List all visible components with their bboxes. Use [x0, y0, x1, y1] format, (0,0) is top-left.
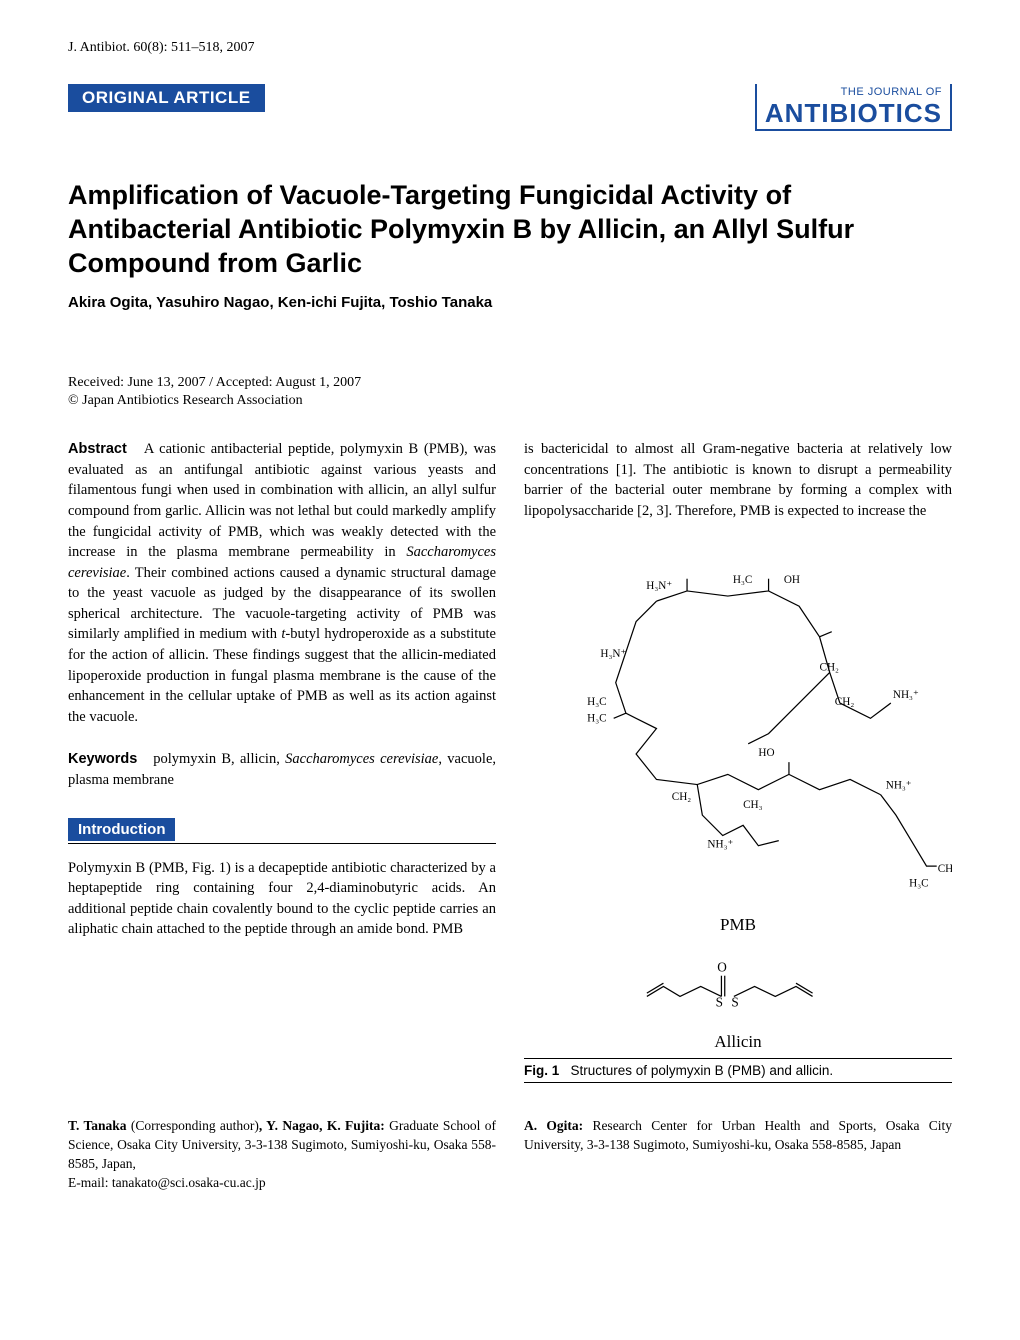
- figure-1-caption-label: Fig. 1: [524, 1063, 559, 1078]
- allicin-label: Allicin: [524, 1032, 952, 1052]
- citation: J. Antibiot. 60(8): 511–518, 2007: [68, 40, 952, 56]
- svg-text:H₃C: H₃C: [587, 696, 606, 708]
- header-row: ORIGINAL ARTICLE THE JOURNAL OF ANTIBIOT…: [68, 84, 952, 131]
- svg-text:CH₃: CH₃: [938, 863, 952, 875]
- svg-text:H₃N⁺: H₃N⁺: [600, 648, 626, 660]
- svg-text:H₃C: H₃C: [587, 712, 606, 724]
- article-title: Amplification of Vacuole-Targeting Fungi…: [68, 179, 952, 280]
- pmb-label: PMB: [524, 915, 952, 935]
- svg-text:S: S: [731, 995, 738, 1010]
- intro-paragraph-left: Polymyxin B (PMB, Fig. 1) is a decapepti…: [68, 858, 496, 940]
- abstract-text: A cationic antibacterial peptide, polymy…: [68, 441, 496, 725]
- pmb-structure-svg: H₃N⁺ H₃C OH H₃N⁺ H₃C H₃C CH₂ CH₂ NH₃⁺ NH…: [524, 540, 952, 907]
- svg-text:NH₃⁺: NH₃⁺: [707, 838, 733, 850]
- footer-right: A. Ogita: Research Center for Urban Heal…: [524, 1117, 952, 1193]
- svg-text:NH₃⁺: NH₃⁺: [886, 779, 912, 791]
- svg-text:O: O: [717, 960, 727, 975]
- journal-logo: THE JOURNAL OF ANTIBIOTICS: [755, 84, 952, 131]
- svg-text:H₃C: H₃C: [733, 573, 752, 585]
- svg-text:HO: HO: [758, 747, 774, 759]
- journal-logo-bottom: ANTIBIOTICS: [765, 98, 942, 129]
- dates: Received: June 13, 2007 / Accepted: Augu…: [68, 375, 952, 391]
- svg-text:CH₂: CH₂: [672, 790, 692, 802]
- abstract-label: Abstract: [68, 441, 127, 457]
- svg-text:CH₃: CH₃: [743, 799, 763, 811]
- introduction-section: Introduction Polymyxin B (PMB, Fig. 1) i…: [68, 818, 496, 940]
- svg-text:NH₃⁺: NH₃⁺: [893, 689, 919, 701]
- svg-text:H₃N⁺: H₃N⁺: [646, 579, 672, 591]
- right-column: is bactericidal to almost all Gram-negat…: [524, 439, 952, 1093]
- svg-text:H₃C: H₃C: [909, 877, 928, 889]
- svg-text:CH₂: CH₂: [835, 696, 855, 708]
- footer: T. Tanaka (Corresponding author), Y. Nag…: [68, 1117, 952, 1193]
- figure-1-caption: Fig. 1 Structures of polymyxin B (PMB) a…: [524, 1058, 952, 1083]
- article-type-badge: ORIGINAL ARTICLE: [68, 84, 265, 112]
- svg-text:S: S: [716, 995, 723, 1010]
- keywords: Keywords polymyxin B, allicin, Saccharom…: [68, 749, 496, 790]
- keywords-label: Keywords: [68, 751, 137, 767]
- copyright: © Japan Antibiotics Research Association: [68, 393, 952, 409]
- main-two-column: Abstract A cationic antibacterial peptid…: [68, 439, 952, 1093]
- figure-1: H₃N⁺ H₃C OH H₃N⁺ H₃C H₃C CH₂ CH₂ NH₃⁺ NH…: [524, 540, 952, 1084]
- intro-paragraph-right: is bactericidal to almost all Gram-negat…: [524, 439, 952, 521]
- figure-1-caption-text: Structures of polymyxin B (PMB) and alli…: [571, 1063, 834, 1078]
- footer-left: T. Tanaka (Corresponding author), Y. Nag…: [68, 1117, 496, 1193]
- left-column: Abstract A cationic antibacterial peptid…: [68, 439, 496, 1093]
- journal-logo-top: THE JOURNAL OF: [765, 86, 942, 98]
- svg-text:OH: OH: [784, 573, 800, 585]
- authors: Akira Ogita, Yasuhiro Nagao, Ken-ichi Fu…: [68, 294, 952, 311]
- section-header-introduction: Introduction: [68, 818, 175, 841]
- allicin-structure: O S S: [524, 935, 952, 1028]
- svg-text:CH₂: CH₂: [820, 661, 840, 673]
- abstract: Abstract A cationic antibacterial peptid…: [68, 439, 496, 727]
